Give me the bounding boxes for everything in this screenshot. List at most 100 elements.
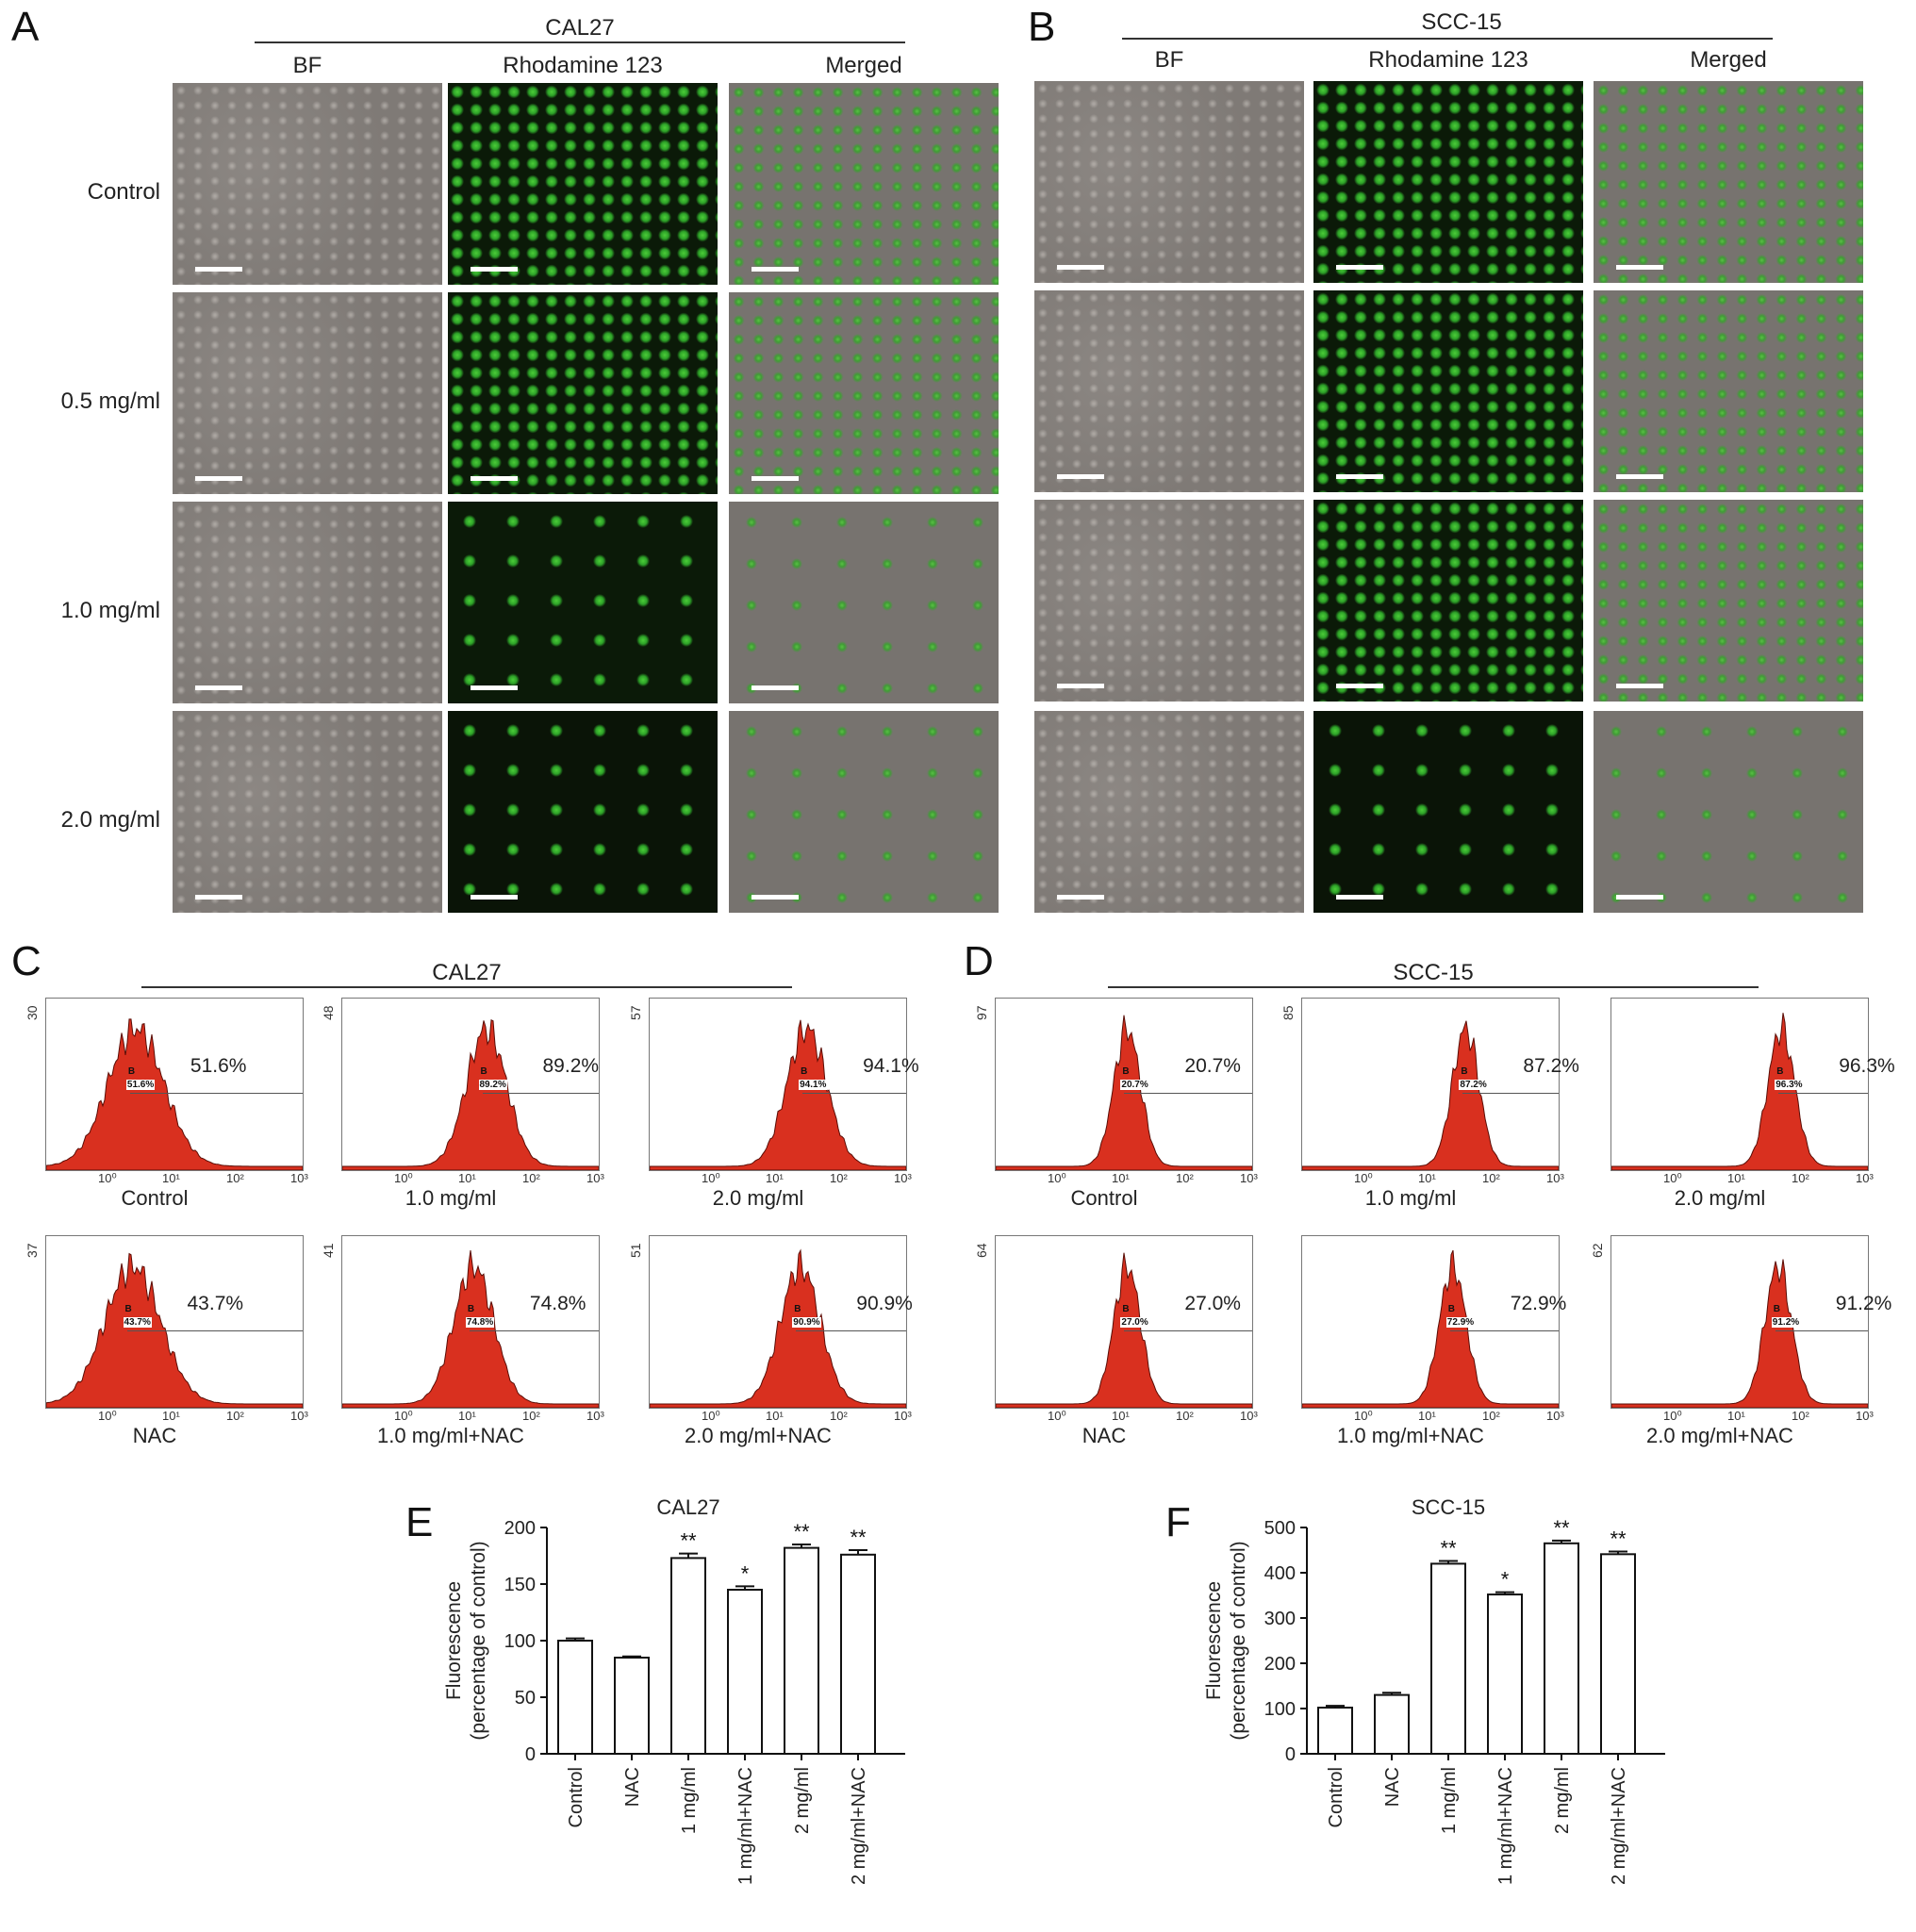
y-axis-max: 41 xyxy=(321,1243,336,1258)
panel-c-title: CAL27 xyxy=(432,960,502,985)
x-tick-label: 10² xyxy=(1176,1171,1194,1185)
x-tick-label: 10⁰ xyxy=(1354,1171,1373,1185)
histogram-condition-label: 2.0 mg/ml xyxy=(1674,1186,1766,1210)
y-tick-label: 200 xyxy=(504,1518,536,1539)
panel-label-d: D xyxy=(964,938,994,984)
scc15-rhodamine-0-5-image xyxy=(1313,290,1583,492)
y-axis-max: 48 xyxy=(321,1005,336,1020)
panel-b-col-bf: BF xyxy=(1154,47,1184,73)
gate-label: B xyxy=(794,1304,801,1315)
scale-bar xyxy=(1616,474,1663,479)
cal27-bf-1-0-image xyxy=(173,502,442,703)
histogram-condition-label: 1.0 mg/ml xyxy=(1364,1186,1457,1210)
gate-label: B xyxy=(1122,1066,1130,1078)
histogram-area xyxy=(1611,1259,1868,1408)
y-axis-label: (percentage of control) xyxy=(1228,1541,1249,1740)
histogram-area xyxy=(342,1250,599,1408)
scale-bar xyxy=(195,895,242,900)
histogram-plot: B 72.9% 72.9% xyxy=(1301,1235,1566,1409)
gate-percentage: 74.8% xyxy=(529,1293,586,1315)
y-axis-max: 62 xyxy=(1590,1243,1605,1258)
x-tick-label: 10¹ xyxy=(1112,1171,1130,1185)
gate-line xyxy=(482,1093,599,1095)
histogram-condition-label: Control xyxy=(121,1186,189,1210)
gate-value: 20.7% xyxy=(1120,1080,1149,1091)
histogram-condition-label: 2.0 mg/ml+NAC xyxy=(1646,1424,1793,1447)
bar xyxy=(1317,1707,1353,1755)
gate-label: B xyxy=(801,1066,808,1078)
gate-label: B xyxy=(1776,1066,1784,1078)
scale-bar xyxy=(1057,474,1104,479)
bar xyxy=(1544,1542,1579,1755)
row-label-control: Control xyxy=(87,179,160,205)
cal27-merged-2-0-image xyxy=(729,711,999,913)
x-tick-label: 10³ xyxy=(586,1171,604,1185)
panel-f-bar-chart: SCC-15 Fluorescence (percentage of control… xyxy=(1203,1495,1665,1885)
histogram-curve xyxy=(650,1248,906,1408)
scale-bar xyxy=(195,476,242,481)
panel-label-b: B xyxy=(1028,4,1056,50)
scale-bar xyxy=(1057,895,1104,900)
histogram-condition-label: 1.0 mg/ml+NAC xyxy=(1337,1424,1484,1447)
bar xyxy=(1374,1693,1410,1756)
significance-mark: ** xyxy=(1610,1527,1627,1550)
x-tick-label: 10² xyxy=(830,1409,848,1423)
y-tick-label: 50 xyxy=(515,1688,536,1709)
histogram-condition-label: NAC xyxy=(1082,1424,1127,1447)
gate-label: B xyxy=(1773,1304,1781,1315)
cal27-rhodamine-2-0-image xyxy=(448,711,718,913)
x-tick-label: 10² xyxy=(1792,1409,1809,1423)
gate-percentage: 20.7% xyxy=(1184,1055,1241,1078)
gate-percentage: 90.9% xyxy=(856,1293,913,1315)
y-axis-label: Fluorescence xyxy=(1203,1581,1225,1700)
x-tick-label: 10³ xyxy=(894,1171,912,1185)
significance-mark: ** xyxy=(850,1526,867,1549)
x-tick-label: 10¹ xyxy=(1418,1171,1436,1185)
x-tick-label: 10² xyxy=(1482,1171,1500,1185)
histogram-curve xyxy=(650,1019,906,1170)
scale-bar xyxy=(1057,684,1104,688)
x-tick-label: 1 mg/ml+NAC xyxy=(1495,1767,1516,1885)
cal27-bf-0-5-image xyxy=(173,292,442,494)
gate-line xyxy=(796,1330,906,1332)
histogram-area xyxy=(46,1018,303,1170)
histogram-curve xyxy=(996,1252,1252,1408)
scc15-bf-control-image xyxy=(1034,81,1304,283)
x-tick-label: 10¹ xyxy=(458,1171,476,1185)
cal27-bf-control-image xyxy=(173,83,442,285)
x-tick-label: 10³ xyxy=(1856,1171,1874,1185)
histogram-plot: B 96.3% 96.3% xyxy=(1610,998,1895,1171)
cal27-merged-control-image xyxy=(729,83,999,285)
cal27-rhodamine-0-5-image xyxy=(448,292,718,494)
x-tick-label: NAC xyxy=(1382,1767,1403,1807)
significance-mark: ** xyxy=(793,1520,810,1544)
bar xyxy=(784,1546,819,1755)
x-tick-label: 10³ xyxy=(1240,1171,1258,1185)
scale-bar xyxy=(1336,474,1383,479)
x-tick-label: 10³ xyxy=(290,1171,308,1185)
gate-percentage: 51.6% xyxy=(190,1055,247,1078)
histogram-condition-label: 2.0 mg/ml xyxy=(712,1186,804,1210)
x-tick-label: 10¹ xyxy=(162,1171,180,1185)
x-tick-label: 2 mg/ml xyxy=(792,1767,813,1834)
x-tick-label: 10⁰ xyxy=(1048,1171,1066,1185)
gate-line xyxy=(802,1093,906,1095)
histogram-area xyxy=(996,1015,1252,1170)
histogram-area xyxy=(1302,1249,1559,1408)
panel-b-title-line xyxy=(1122,38,1773,40)
gate-percentage: 89.2% xyxy=(542,1055,600,1078)
y-axis-label: (percentage of control) xyxy=(468,1541,489,1740)
y-axis-max: 30 xyxy=(25,1005,40,1020)
chart-title: CAL27 xyxy=(656,1495,719,1519)
histogram-condition-label: 2.0 mg/ml+NAC xyxy=(685,1424,832,1447)
x-tick-label: 10³ xyxy=(1546,1171,1564,1185)
panel-b-col-merged: Merged xyxy=(1690,47,1767,73)
histogram-plot: B 90.9% 90.9% xyxy=(649,1235,913,1409)
panel-a-title: CAL27 xyxy=(545,15,615,41)
bar xyxy=(557,1640,593,1755)
x-tick-label: 10³ xyxy=(586,1409,604,1423)
x-tick-label: 10² xyxy=(830,1171,848,1185)
cal27-merged-0-5-image xyxy=(729,292,999,494)
scc15-rhodamine-control-image xyxy=(1313,81,1583,283)
panel-label-f: F xyxy=(1165,1499,1191,1545)
